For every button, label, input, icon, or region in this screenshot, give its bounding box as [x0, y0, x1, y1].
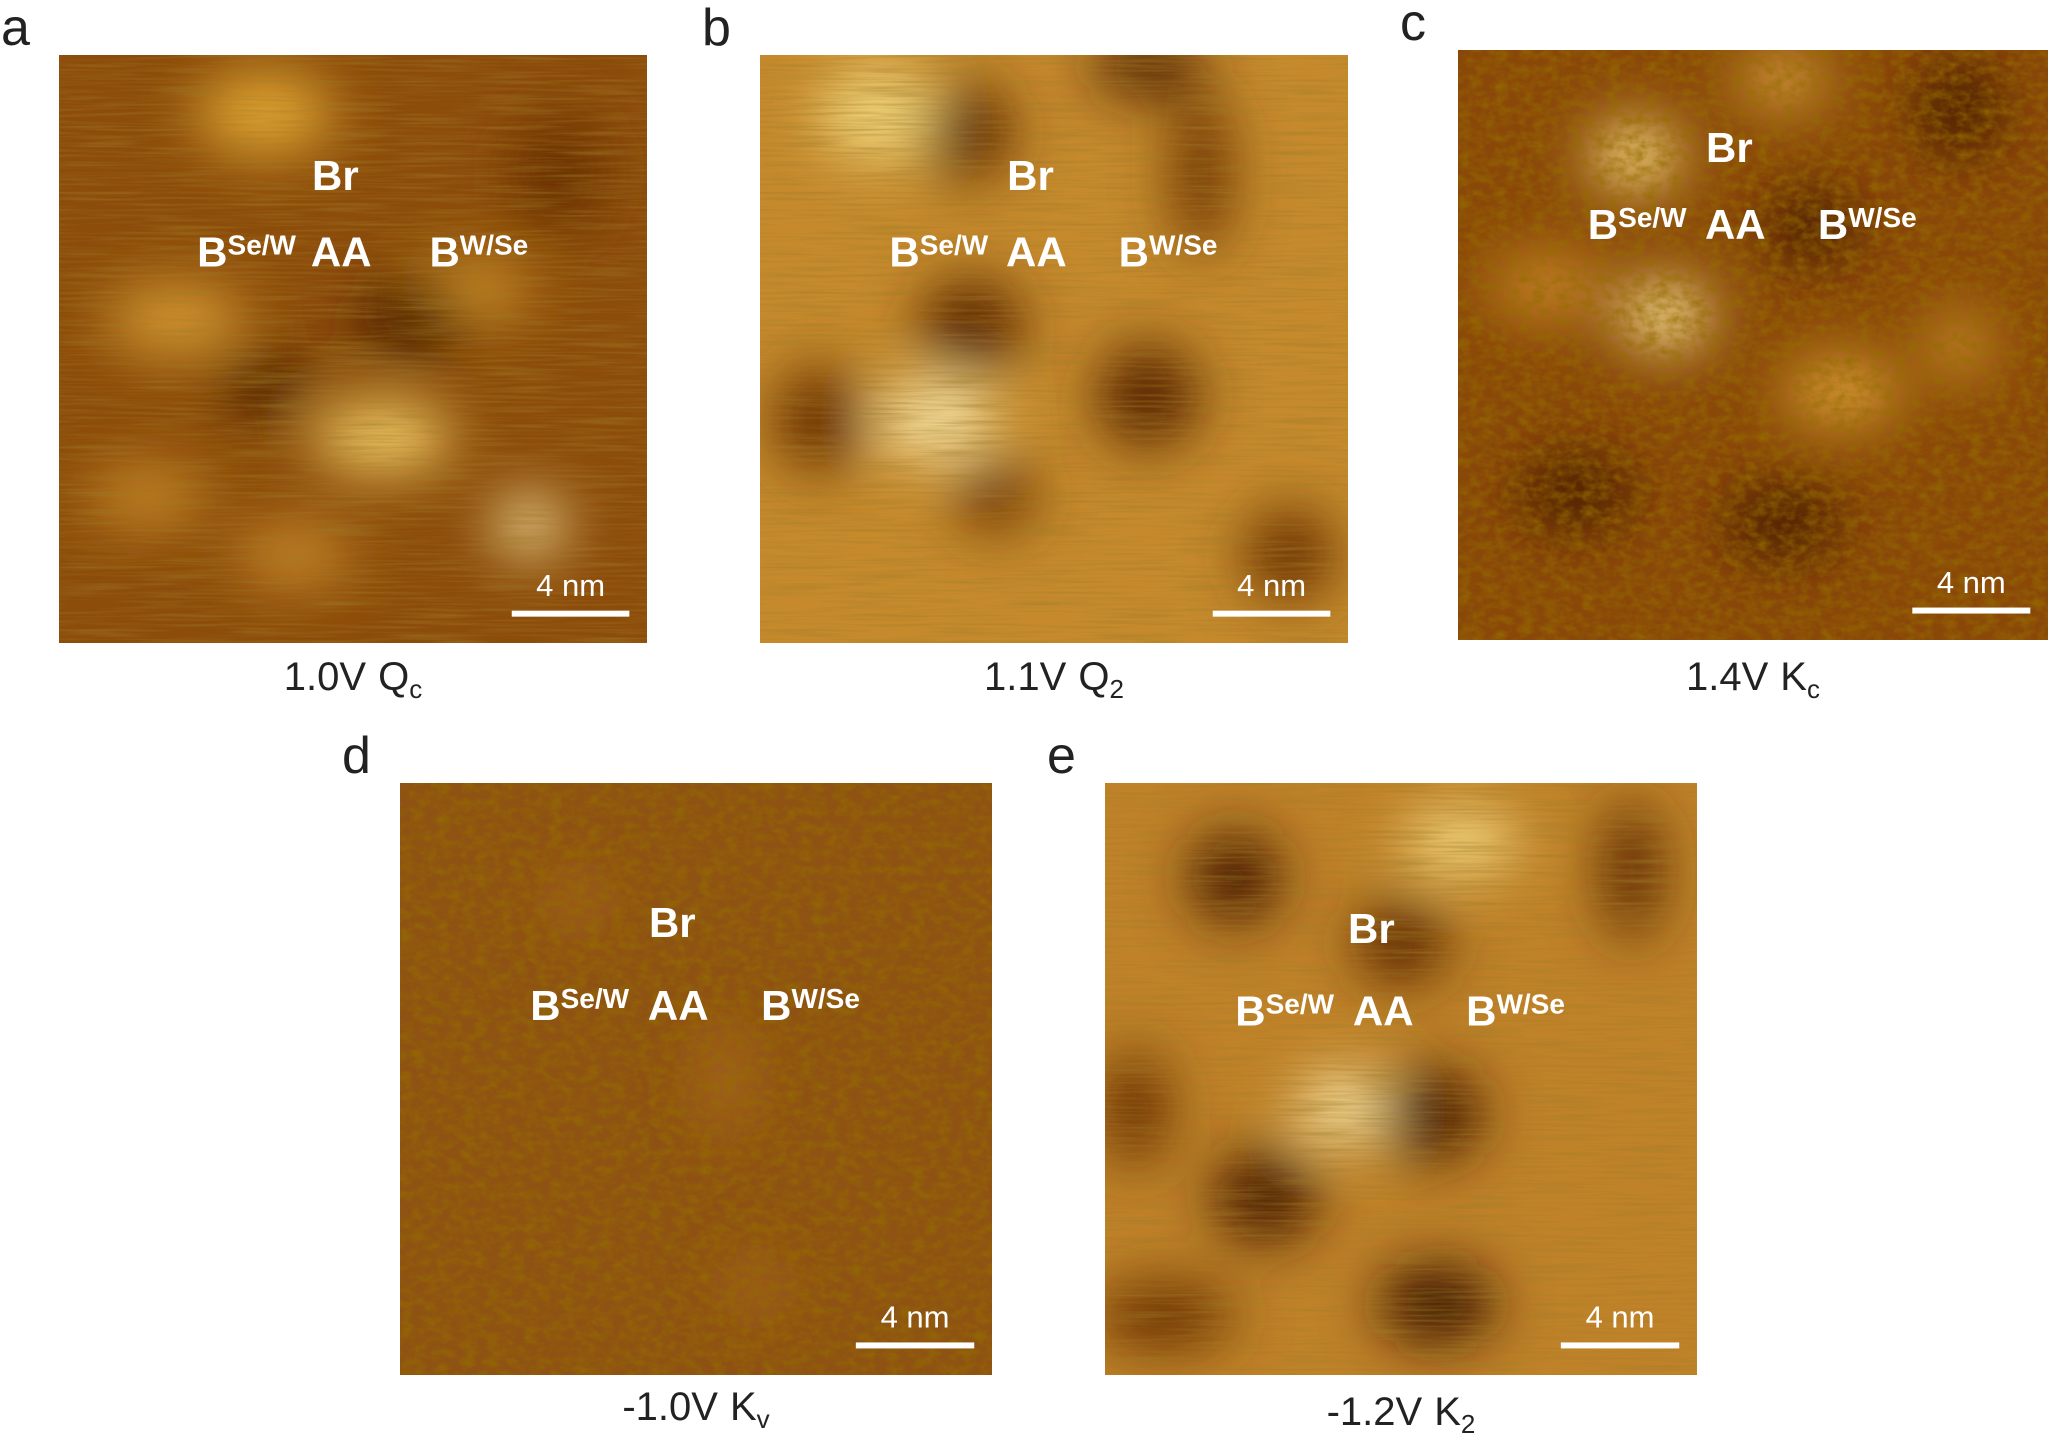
image-noise [400, 783, 992, 1375]
image-content [400, 783, 992, 1375]
site-sup: W/Se [1149, 230, 1217, 261]
image-noise [760, 55, 1348, 643]
caption-voltage: 1.0V [284, 655, 367, 699]
site-name: B [1466, 988, 1496, 1035]
caption-sub: c [409, 674, 422, 704]
site-label: Br [1348, 905, 1395, 952]
caption-state: Q [1078, 655, 1109, 699]
caption-voltage: -1.2V [1327, 1390, 1423, 1434]
caption-sub: v [757, 1404, 770, 1434]
caption: -1.2V K2 [1327, 1390, 1476, 1439]
site-name: B [1235, 988, 1265, 1035]
site-label: AA [311, 229, 372, 276]
site-name: B [1119, 229, 1149, 276]
caption-state: K [730, 1385, 757, 1429]
site-name: B [1818, 201, 1848, 248]
caption-sub: c [1807, 674, 1820, 704]
site-label: BW/Se [1818, 201, 1917, 248]
image-content [1458, 50, 2048, 640]
site-label: BW/Se [1466, 988, 1565, 1035]
site-label: BW/Se [761, 982, 860, 1029]
scale-bar-label: 4 nm [881, 1300, 950, 1335]
site-label: BSe/W [1588, 201, 1687, 248]
image-noise [1105, 783, 1697, 1375]
site-label: BSe/W [1235, 988, 1334, 1035]
site-label: Br [1007, 152, 1054, 199]
site-label: Br [1706, 124, 1753, 171]
site-name: B [889, 229, 919, 276]
site-name: B [1588, 201, 1618, 248]
image-noise [59, 55, 647, 643]
scale-bar [1560, 1342, 1680, 1349]
site-name: B [761, 982, 791, 1029]
site-sup: W/Se [1848, 202, 1916, 233]
site-name: B [197, 229, 227, 276]
scale-bar-label: 4 nm [1586, 1300, 1655, 1335]
site-sup: W/Se [460, 230, 528, 261]
image-content [59, 55, 647, 643]
panel-label: d [342, 727, 371, 785]
scale-bar-label: 4 nm [1237, 568, 1306, 603]
site-sup: Se/W [1618, 202, 1687, 233]
panel-label: b [702, 0, 731, 57]
panel-label: c [1400, 0, 1426, 52]
site-label: Br [649, 899, 696, 946]
site-label: BSe/W [530, 982, 629, 1029]
site-label: BW/Se [429, 229, 528, 276]
caption-voltage: -1.0V [622, 1385, 718, 1429]
caption-voltage: 1.1V [984, 655, 1067, 699]
site-sup: W/Se [791, 983, 859, 1014]
site-label: Br [312, 152, 359, 199]
image-content [760, 55, 1348, 643]
site-name: B [429, 229, 459, 276]
site-sup: Se/W [228, 230, 297, 261]
image-content [1105, 783, 1697, 1375]
site-label: BSe/W [197, 229, 296, 276]
site-sup: Se/W [1266, 989, 1335, 1020]
panel-label: e [1047, 727, 1076, 785]
site-name: B [530, 982, 560, 1029]
caption-state: K [1780, 655, 1807, 699]
site-label: BSe/W [889, 229, 988, 276]
caption-state: K [1434, 1390, 1461, 1434]
site-label: AA [1353, 988, 1414, 1035]
site-label: AA [1705, 201, 1766, 248]
scale-bar [855, 1342, 975, 1349]
scale-bar [1212, 610, 1331, 617]
site-label: BW/Se [1119, 229, 1218, 276]
scale-bar [1912, 607, 2031, 614]
site-sup: W/Se [1496, 989, 1564, 1020]
site-label: AA [648, 982, 709, 1029]
panel-label: a [1, 0, 30, 57]
caption: 1.4V Kc [1686, 655, 1820, 704]
caption-sub: 2 [1461, 1409, 1475, 1439]
image-noise [1458, 50, 2048, 640]
caption-state: Q [378, 655, 409, 699]
caption: -1.0V Kv [622, 1385, 769, 1434]
caption-voltage: 1.4V [1686, 655, 1769, 699]
scale-bar-label: 4 nm [536, 568, 605, 603]
scale-bar [511, 610, 630, 617]
scale-bar-label: 4 nm [1937, 565, 2006, 600]
site-sup: Se/W [920, 230, 989, 261]
caption-sub: 2 [1109, 674, 1123, 704]
site-sup: Se/W [561, 983, 630, 1014]
caption: 1.0V Qc [284, 655, 422, 704]
site-label: AA [1006, 229, 1067, 276]
caption: 1.1V Q2 [984, 655, 1124, 704]
